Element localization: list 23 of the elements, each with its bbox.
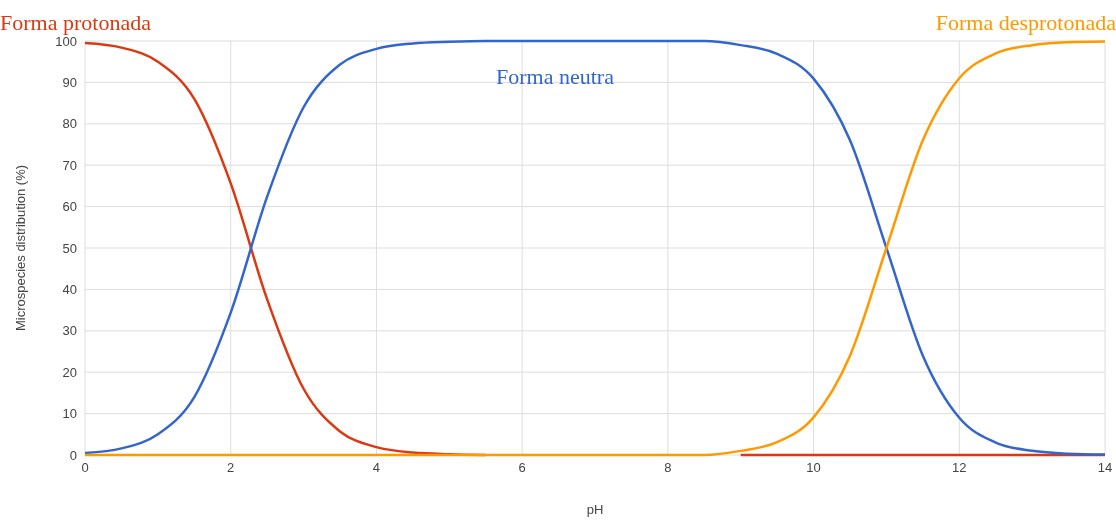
y-tick-label: 70 <box>62 157 77 173</box>
y-tick-label: 30 <box>62 323 77 339</box>
series-label: Forma desprotonada <box>935 10 1116 35</box>
y-tick-label: 90 <box>62 75 77 91</box>
x-tick-label: 10 <box>806 460 821 476</box>
x-tick-label: 4 <box>372 460 381 476</box>
series-label: Forma neutra <box>496 64 614 89</box>
y-tick-label: 40 <box>62 282 77 298</box>
x-tick-label: 6 <box>518 460 526 476</box>
x-tick-label: 2 <box>227 460 235 476</box>
x-axis-title: pH <box>586 502 604 517</box>
x-tick-label: 8 <box>664 460 672 476</box>
x-tick-label: 12 <box>952 460 967 476</box>
y-tick-label: 50 <box>62 240 77 256</box>
y-tick-label: 20 <box>62 364 77 380</box>
series-label: Forma protonada <box>0 10 151 35</box>
x-tick-label: 14 <box>1097 460 1113 476</box>
y-axis-title: Microspecies distribution (%) <box>12 164 28 332</box>
y-tick-label: 60 <box>62 199 77 215</box>
x-tick-label: 0 <box>81 460 89 476</box>
y-tick-label: 10 <box>62 406 77 422</box>
y-tick-label: 80 <box>62 116 77 132</box>
y-tick-label: 0 <box>69 447 77 463</box>
